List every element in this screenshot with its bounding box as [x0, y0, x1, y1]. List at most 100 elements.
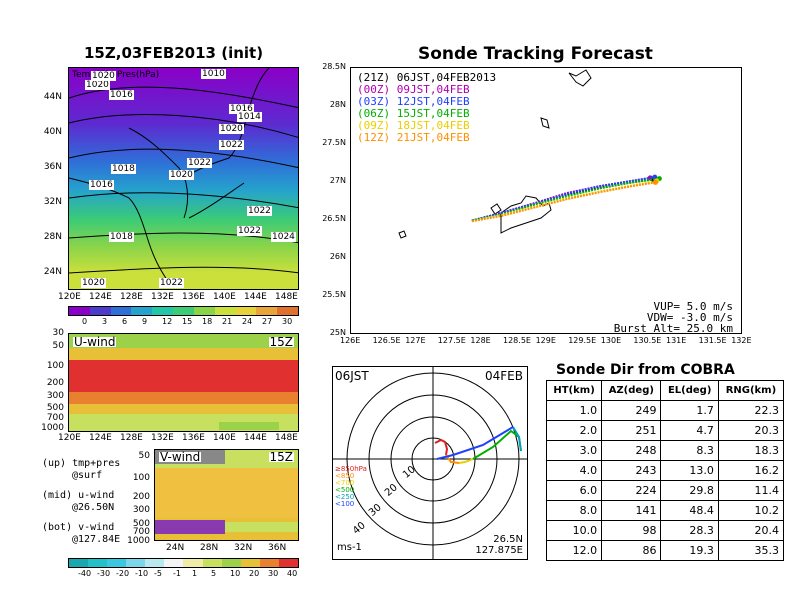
uwind-x-tick: 148E — [275, 433, 298, 443]
track-lon-tick: 131.5E — [698, 336, 727, 345]
colorbar-swatch — [131, 307, 153, 315]
isobar-label: 1024 — [271, 232, 296, 242]
uwind-y-tick: 100 — [46, 361, 64, 371]
uwind-panel: U-wind 15Z — [68, 333, 299, 432]
uwind-y-tick: 500 — [46, 403, 64, 413]
polar-time: 06JST — [335, 369, 369, 383]
colorbar-swatch — [235, 307, 257, 315]
legend-entry: (09Z) 18JST,04FEB — [357, 119, 470, 132]
table-cell: 8.3 — [660, 440, 719, 461]
colorbar-tick: -20 — [116, 569, 130, 578]
colorbar-tick: 1 — [192, 569, 198, 578]
track-lon-tick: 130.5E — [633, 336, 662, 345]
table-row: 12.0 86 19.3 35.3 — [545, 540, 785, 561]
colorbar-swatch — [110, 307, 132, 315]
lat-tick: 24N — [43, 267, 62, 277]
vwind-x-tick: 32N — [234, 543, 253, 553]
track-end-point — [652, 179, 658, 185]
table-cell: 10.0 — [545, 520, 603, 541]
vwind-y-tick: 500 — [132, 519, 150, 529]
isobar-label: 1010 — [201, 69, 226, 79]
track-series-line — [471, 176, 655, 222]
pressure-legend-entry: ≥850hPa — [335, 465, 367, 473]
colorbar-swatch — [89, 307, 111, 315]
wind-hodograph — [434, 426, 522, 464]
isobar-label: 1022 — [247, 206, 272, 216]
isobar-label: 1020 — [219, 124, 244, 134]
table-cell: 1.7 — [660, 400, 719, 421]
surface-map-title: 15Z,03FEB2013 (init) — [84, 44, 264, 62]
pressure-legend-entry: <850 — [335, 472, 355, 480]
uwind-x-tick: 144E — [244, 433, 267, 443]
isobar-label: 1014 — [237, 112, 262, 122]
table-cell: 4.0 — [545, 460, 603, 481]
colorbar-tick: 10 — [230, 569, 241, 578]
surface-map-svg — [69, 68, 298, 289]
legend-entry: (12Z) 21JST,04FEB — [357, 131, 470, 144]
table-row: 6.0 224 29.8 11.4 — [545, 480, 785, 501]
range-rings — [333, 367, 527, 559]
track-series-line — [471, 181, 656, 223]
polar-lon: 127.875E — [475, 545, 523, 556]
vdw-text: VDW= -3.0 m/s — [646, 311, 733, 324]
colorbar-swatch — [173, 307, 194, 315]
table-cell: 3.0 — [545, 440, 603, 461]
table-row: 4.0 243 13.0 16.2 — [545, 460, 785, 481]
colorbar-swatch — [152, 307, 174, 315]
colorbar-tick: -1 — [173, 569, 181, 578]
table-row: 2.0 251 4.7 20.3 — [545, 420, 785, 441]
pressure-legend-entry: <250 — [335, 493, 355, 501]
lat-tick: 28N — [43, 232, 62, 242]
sonde-table-title: Sonde Dir from COBRA — [556, 362, 735, 378]
uwind-y-tick: 300 — [46, 391, 64, 401]
uwind-x-tick: 128E — [120, 433, 143, 443]
uwind-y-tick: 50 — [52, 341, 64, 351]
wind-colorbar — [68, 558, 299, 568]
track-lon-tick: 127E — [405, 336, 426, 345]
uwind-svg — [69, 334, 298, 431]
table-cell: 249 — [601, 400, 662, 421]
table-cell: 35.3 — [717, 540, 785, 561]
vwind-y-tick: 50 — [138, 451, 150, 461]
uwind-x-tick: 140E — [213, 433, 236, 443]
isobar-label: 1016 — [229, 104, 254, 114]
lon-tick: 148E — [275, 292, 298, 302]
colorbar-tick: 0 — [82, 317, 88, 326]
table-cell: 13.0 — [660, 460, 719, 481]
table-cell: 20.4 — [717, 520, 785, 541]
sonde-header-cell: RNG(km) — [717, 380, 785, 401]
isobar-label: 1018 — [111, 164, 136, 174]
vwind-svg — [155, 450, 298, 540]
polar-date: 04FEB — [485, 369, 523, 383]
table-cell: 98 — [601, 520, 662, 541]
colorbar-swatch — [202, 559, 222, 567]
table-cell: 4.7 — [660, 420, 719, 441]
track-lon-tick: 128.5E — [503, 336, 531, 345]
polar-unit: ms-1 — [337, 542, 362, 553]
lat-tick: 44N — [43, 92, 62, 102]
colorbar-tick: 6 — [122, 317, 128, 326]
colorbar-swatch — [240, 559, 260, 567]
table-cell: 22.3 — [717, 400, 785, 421]
colorbar-swatch — [259, 559, 279, 567]
table-cell: 6.0 — [545, 480, 603, 501]
vwind-x-tick: 24N — [166, 543, 185, 553]
lon-tick: 128E — [120, 292, 143, 302]
colorbar-swatch — [221, 559, 241, 567]
isobar-label: 1018 — [109, 232, 134, 242]
table-row: 8.0 141 48.4 10.2 — [545, 500, 785, 521]
sonde-table: HT(km) AZ(deg) EL(deg) RNG(km) 1.0 249 1.7 22.… — [545, 380, 785, 561]
track-lat-tick: 27N — [329, 176, 346, 185]
colorbar-tick: 3 — [102, 317, 108, 326]
note-line6: @127.84E — [72, 534, 121, 545]
note-line5: (bot) v-wind — [42, 522, 115, 533]
uwind-y-tick: 30 — [52, 328, 64, 338]
isobar-label: 1016 — [89, 180, 114, 190]
lon-tick: 144E — [244, 292, 267, 302]
pressure-legend-entry: <700 — [335, 479, 355, 487]
vwind-y-tick: 300 — [132, 505, 150, 515]
sonde-header-cell: AZ(deg) — [601, 380, 662, 401]
table-cell: 1.0 — [545, 400, 603, 421]
pressure-legend-entry: <500 — [335, 486, 355, 494]
legend-entry: (06Z) 15JST,04FEB — [357, 107, 470, 120]
